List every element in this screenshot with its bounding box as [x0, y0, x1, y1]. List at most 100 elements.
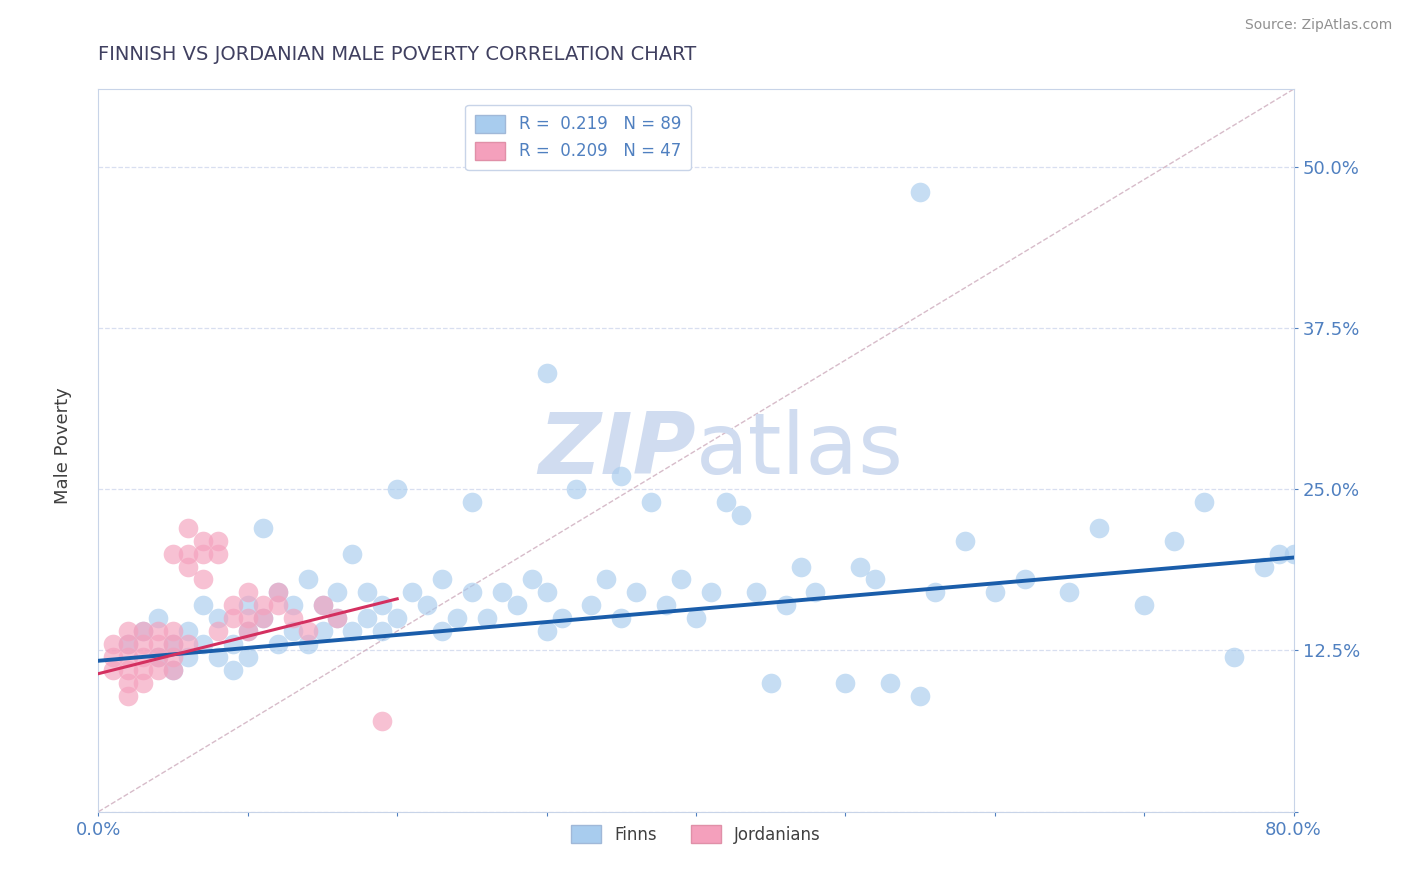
Point: [371, 599, 394, 613]
Point: [148, 637, 170, 651]
Point: [326, 611, 349, 625]
Point: [1163, 533, 1185, 548]
Point: [162, 663, 184, 677]
Point: [297, 573, 319, 587]
Text: FINNISH VS JORDANIAN MALE POVERTY CORRELATION CHART: FINNISH VS JORDANIAN MALE POVERTY CORREL…: [98, 45, 696, 63]
Point: [162, 624, 184, 639]
Point: [132, 649, 155, 664]
Point: [236, 649, 259, 664]
Point: [267, 585, 290, 599]
Point: [311, 599, 333, 613]
Point: [252, 611, 274, 625]
Point: [148, 611, 170, 625]
Point: [207, 624, 229, 639]
Point: [267, 585, 290, 599]
Point: [236, 624, 259, 639]
Point: [148, 649, 170, 664]
Point: [565, 482, 588, 496]
Point: [416, 599, 439, 613]
Point: [297, 624, 319, 639]
Point: [222, 663, 245, 677]
Point: [252, 599, 274, 613]
Point: [207, 611, 229, 625]
Point: [1192, 495, 1215, 509]
Point: [924, 585, 946, 599]
Point: [430, 624, 453, 639]
Point: [162, 637, 184, 651]
Point: [252, 521, 274, 535]
Point: [491, 585, 513, 599]
Point: [475, 611, 498, 625]
Point: [281, 624, 304, 639]
Point: [311, 624, 333, 639]
Text: Source: ZipAtlas.com: Source: ZipAtlas.com: [1244, 18, 1392, 32]
Point: [148, 624, 170, 639]
Point: [700, 585, 723, 599]
Point: [267, 637, 290, 651]
Point: [177, 624, 200, 639]
Point: [984, 585, 1007, 599]
Point: [177, 649, 200, 664]
Point: [461, 495, 484, 509]
Point: [117, 675, 139, 690]
Point: [103, 637, 125, 651]
Point: [865, 573, 887, 587]
Point: [385, 611, 409, 625]
Point: [356, 611, 378, 625]
Point: [849, 559, 872, 574]
Point: [1133, 599, 1156, 613]
Point: [879, 675, 901, 690]
Point: [207, 649, 229, 664]
Point: [162, 649, 184, 664]
Point: [236, 611, 259, 625]
Point: [162, 637, 184, 651]
Point: [550, 611, 572, 625]
Point: [342, 624, 364, 639]
Point: [177, 637, 200, 651]
Point: [1282, 547, 1305, 561]
Point: [536, 366, 558, 380]
Point: [281, 599, 304, 613]
Point: [191, 573, 214, 587]
Point: [430, 573, 453, 587]
Point: [222, 637, 245, 651]
Point: [148, 663, 170, 677]
Point: [371, 714, 394, 729]
Point: [953, 533, 976, 548]
Point: [775, 599, 797, 613]
Text: atlas: atlas: [696, 409, 904, 492]
Point: [207, 533, 229, 548]
Point: [177, 547, 200, 561]
Point: [356, 585, 378, 599]
Point: [789, 559, 811, 574]
Point: [1059, 585, 1081, 599]
Point: [714, 495, 737, 509]
Point: [581, 599, 603, 613]
Point: [610, 611, 633, 625]
Point: [236, 585, 259, 599]
Point: [267, 599, 290, 613]
Point: [177, 521, 200, 535]
Point: [117, 637, 139, 651]
Point: [132, 675, 155, 690]
Point: [1253, 559, 1275, 574]
Point: [117, 689, 139, 703]
Point: [536, 624, 558, 639]
Point: [117, 663, 139, 677]
Point: [191, 533, 214, 548]
Point: [191, 637, 214, 651]
Text: Male Poverty: Male Poverty: [55, 388, 72, 504]
Point: [745, 585, 768, 599]
Point: [908, 186, 931, 200]
Point: [595, 573, 617, 587]
Point: [385, 482, 409, 496]
Point: [626, 585, 648, 599]
Point: [281, 611, 304, 625]
Point: [162, 663, 184, 677]
Point: [669, 573, 692, 587]
Point: [207, 547, 229, 561]
Point: [236, 599, 259, 613]
Point: [655, 599, 678, 613]
Point: [506, 599, 529, 613]
Point: [132, 624, 155, 639]
